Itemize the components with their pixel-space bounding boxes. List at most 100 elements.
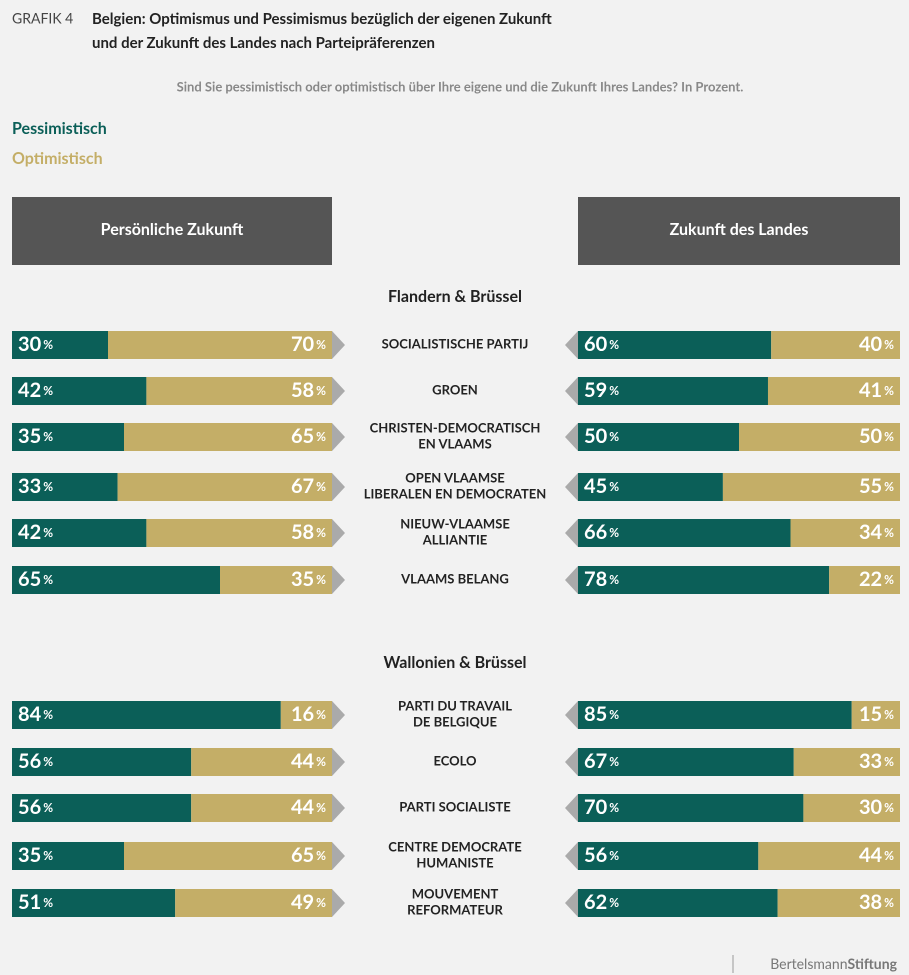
value-label: 44% — [291, 795, 326, 819]
bar-segment — [191, 748, 332, 776]
value-unit: % — [609, 895, 619, 910]
value-label: 78% — [584, 567, 619, 591]
value-unit: % — [884, 848, 894, 863]
bar-segment — [758, 842, 900, 870]
value-number: 45 — [584, 474, 607, 498]
value-label: 44% — [859, 843, 894, 867]
category-label: MOUVEMENT — [412, 885, 499, 901]
arrow — [565, 473, 578, 501]
bar-segment — [578, 423, 739, 451]
value-unit: % — [884, 754, 894, 769]
value-unit: % — [316, 754, 326, 769]
value-number: 30 — [18, 332, 42, 356]
arrow — [565, 423, 578, 451]
subtitle: Sind Sie pessimistisch oder optimistisch… — [177, 78, 744, 94]
value-number: 65 — [18, 567, 41, 591]
group-title: Flandern & Brüssel — [388, 287, 522, 306]
value-label: 58% — [291, 520, 326, 544]
source-part: Stiftung — [848, 955, 898, 972]
arrow — [332, 331, 345, 359]
category-label: CENTRE DEMOCRATE — [388, 838, 521, 854]
bar-segment — [578, 377, 768, 405]
bar-segment — [578, 473, 723, 501]
arrow — [332, 566, 345, 594]
value-unit: % — [43, 754, 53, 769]
bar-segment — [851, 701, 900, 729]
value-label: 84% — [18, 702, 53, 726]
value-unit: % — [316, 337, 326, 352]
value-label: 35% — [291, 567, 326, 591]
category-label: HUMANISTE — [416, 854, 493, 870]
arrow — [565, 377, 578, 405]
value-label: 59% — [584, 378, 619, 402]
value-label: 51% — [18, 890, 53, 914]
arrow — [565, 748, 578, 776]
value-label: 41% — [859, 378, 894, 402]
bar-segment — [829, 566, 900, 594]
value-label: 49% — [291, 890, 326, 914]
value-label: 50% — [859, 424, 894, 448]
bar-segment — [739, 423, 900, 451]
value-unit: % — [43, 429, 53, 444]
legend-entry: Pessimistisch — [12, 119, 107, 138]
value-unit: % — [609, 572, 619, 587]
source: BertelsmannStiftung — [770, 955, 897, 972]
value-number: 78 — [584, 567, 607, 591]
category-label: LIBERALEN EN DEMOCRATEN — [364, 485, 547, 501]
bar-segment — [793, 748, 900, 776]
value-label: 35% — [18, 424, 53, 448]
arrow — [565, 331, 578, 359]
value-number: 58 — [291, 520, 314, 544]
value-unit: % — [43, 383, 53, 398]
value-number: 50 — [859, 424, 883, 448]
value-number: 60 — [584, 332, 608, 356]
bar-segment — [578, 701, 852, 729]
arrow — [332, 842, 345, 870]
value-number: 56 — [18, 795, 41, 819]
value-label: 85% — [584, 702, 619, 726]
bar-segment — [578, 794, 804, 822]
category-label: PARTI DU TRAVAIL — [398, 697, 512, 713]
arrow — [332, 748, 345, 776]
value-unit: % — [884, 707, 894, 722]
bar-segment — [578, 566, 830, 594]
value-unit: % — [316, 848, 326, 863]
value-number: 62 — [584, 890, 607, 914]
value-number: 85 — [584, 702, 607, 726]
bar-segment — [124, 842, 332, 870]
bar-segment — [771, 331, 900, 359]
bar-segment — [146, 519, 332, 547]
value-unit: % — [884, 525, 894, 540]
value-label: 65% — [18, 567, 53, 591]
value-number: 41 — [859, 378, 882, 402]
arrow — [565, 566, 578, 594]
value-label: 15% — [859, 702, 894, 726]
value-unit: % — [43, 895, 53, 910]
arrow — [565, 701, 578, 729]
value-unit: % — [609, 848, 619, 863]
value-label: 35% — [18, 843, 53, 867]
bar-segment — [12, 473, 118, 501]
value-unit: % — [316, 383, 326, 398]
value-unit: % — [609, 754, 619, 769]
value-number: 33 — [859, 749, 882, 773]
value-number: 67 — [584, 749, 607, 773]
value-number: 44 — [291, 795, 315, 819]
title: und der Zukunft des Landes nach Parteipr… — [92, 34, 435, 52]
value-number: 70 — [291, 332, 315, 356]
panel-title: Persönliche Zukunft — [101, 220, 244, 239]
category-label: SOCIALISTISCHE PARTIJ — [382, 335, 529, 351]
bar-segment — [578, 331, 772, 359]
value-unit: % — [316, 479, 326, 494]
arrow — [332, 519, 345, 547]
bar-segment — [12, 794, 192, 822]
value-unit: % — [609, 429, 619, 444]
category-label: EN VLAAMS — [418, 435, 491, 451]
bar-segment — [12, 566, 220, 594]
value-label: 67% — [584, 749, 619, 773]
value-unit: % — [43, 848, 53, 863]
arrow — [332, 794, 345, 822]
legend-entry: Optimistisch — [12, 149, 103, 168]
value-label: 33% — [859, 749, 894, 773]
bar-segment — [146, 377, 332, 405]
